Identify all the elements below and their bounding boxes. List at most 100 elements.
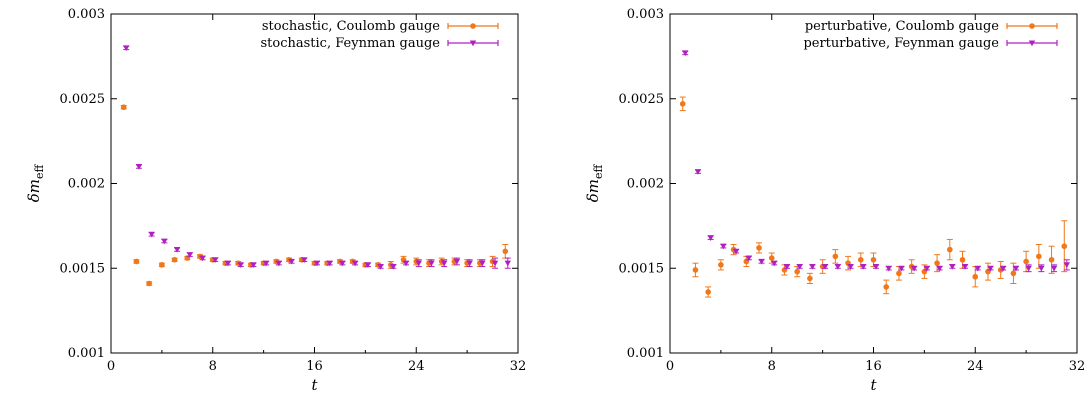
data-marker xyxy=(466,260,473,267)
data-point xyxy=(173,247,181,253)
data-marker xyxy=(910,265,918,272)
data-marker xyxy=(1036,253,1042,260)
data-point xyxy=(783,263,791,270)
data-point xyxy=(898,265,905,272)
data-marker xyxy=(159,262,165,268)
data-point xyxy=(934,254,941,273)
data-marker xyxy=(428,260,435,267)
data-point xyxy=(974,265,981,272)
data-marker xyxy=(972,273,979,280)
data-marker xyxy=(351,260,359,267)
data-marker xyxy=(186,252,194,258)
data-point xyxy=(186,252,194,258)
data-point xyxy=(860,263,867,270)
data-marker xyxy=(771,260,778,267)
data-point xyxy=(1063,259,1070,271)
data-marker xyxy=(821,263,829,270)
data-point xyxy=(806,272,813,285)
data-marker xyxy=(275,260,283,267)
data-marker xyxy=(133,258,140,265)
data-marker xyxy=(934,260,940,266)
data-marker xyxy=(705,289,711,295)
left-panel-stochastic: 0 8 16 24 32 0.001 0.0015 0.002 0.0025 0.003 t δmef… xyxy=(25,7,526,394)
data-marker xyxy=(961,263,969,270)
data-marker xyxy=(718,262,724,268)
data-marker xyxy=(974,265,981,272)
data-marker xyxy=(339,260,346,267)
data-marker xyxy=(502,248,509,255)
plot-frame xyxy=(110,13,519,354)
data-point xyxy=(224,260,232,267)
data-point xyxy=(135,163,143,170)
data-point xyxy=(466,259,473,268)
data-point xyxy=(120,104,127,111)
x-tick-label: 32 xyxy=(510,359,527,374)
data-marker xyxy=(860,263,867,270)
data-point xyxy=(885,265,892,272)
x-tick-label: 32 xyxy=(1069,359,1086,374)
data-marker xyxy=(834,263,842,270)
data-marker xyxy=(872,263,880,270)
data-point xyxy=(987,265,994,272)
legend-label: perturbative, Coulomb gauge xyxy=(805,19,999,34)
data-marker xyxy=(949,263,956,270)
data-marker xyxy=(807,275,813,282)
data-point xyxy=(999,265,1007,272)
y-tick-label: 0.003 xyxy=(627,7,664,22)
data-marker xyxy=(692,267,699,273)
data-marker xyxy=(415,260,422,267)
data-marker xyxy=(756,245,762,251)
y-tick-label: 0.0015 xyxy=(619,261,665,276)
y-axis-label: δmeff xyxy=(584,164,605,203)
data-marker xyxy=(857,256,864,263)
data-marker xyxy=(1038,265,1045,272)
data-marker xyxy=(135,163,143,170)
data-point xyxy=(146,280,153,287)
data-point xyxy=(923,265,931,272)
x-tick-label: 16 xyxy=(306,359,323,374)
legend-label: stochastic, Feynman gauge xyxy=(261,36,441,51)
x-tick-label: 8 xyxy=(209,359,217,374)
data-marker xyxy=(896,270,902,277)
x-tick-label: 24 xyxy=(967,359,984,374)
x-tick-label: 0 xyxy=(666,359,674,374)
data-point xyxy=(834,263,842,270)
data-marker xyxy=(173,247,181,253)
data-marker xyxy=(809,263,816,270)
data-marker xyxy=(898,265,905,272)
y-tick-label: 0.002 xyxy=(627,177,664,192)
data-point xyxy=(809,263,816,270)
data-point xyxy=(821,263,829,270)
data-point xyxy=(491,257,499,269)
data-marker xyxy=(936,265,943,272)
data-marker xyxy=(1061,243,1068,250)
data-point xyxy=(1035,244,1042,269)
data-point xyxy=(1050,264,1058,273)
data-point xyxy=(732,248,740,255)
data-marker xyxy=(883,284,890,290)
data-marker xyxy=(146,280,152,287)
data-marker xyxy=(1012,265,1020,272)
data-marker xyxy=(783,263,791,270)
x-tick-label: 16 xyxy=(865,359,882,374)
data-marker xyxy=(707,235,714,241)
data-marker xyxy=(679,101,686,107)
data-marker xyxy=(402,260,410,267)
data-point xyxy=(339,260,346,267)
data-point xyxy=(301,257,308,263)
data-point xyxy=(275,260,283,267)
data-marker xyxy=(923,265,931,272)
data-marker xyxy=(301,257,308,263)
x-tick-label: 8 xyxy=(768,359,776,374)
data-point xyxy=(705,286,712,298)
data-point xyxy=(872,263,880,270)
data-point xyxy=(212,257,219,263)
y-tick-label: 0.001 xyxy=(68,346,105,361)
y-tick-label: 0.0025 xyxy=(60,92,106,107)
data-point xyxy=(832,249,839,264)
data-point xyxy=(364,262,372,269)
data-point xyxy=(949,263,956,270)
data-marker xyxy=(1063,262,1070,269)
data-point xyxy=(1025,264,1032,273)
